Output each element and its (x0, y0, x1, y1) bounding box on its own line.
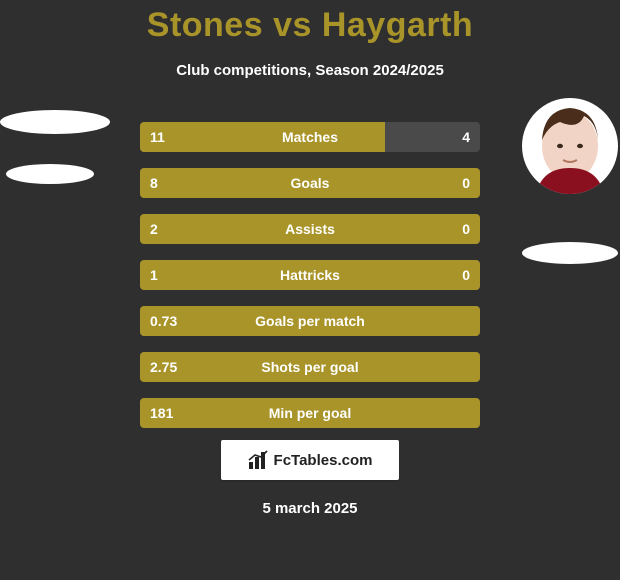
stat-row: 1Hattricks0 (140, 260, 480, 290)
footer-logo: FcTables.com (221, 440, 399, 480)
player-right (520, 98, 620, 264)
stat-right-value: 0 (452, 260, 480, 290)
player-right-shadow (522, 242, 618, 264)
stat-label: Hattricks (140, 260, 480, 290)
stat-label: Assists (140, 214, 480, 244)
bar-chart-icon (248, 450, 270, 470)
stat-label: Shots per goal (140, 352, 480, 382)
stat-right-value: 0 (452, 168, 480, 198)
stat-row: 0.73Goals per match (140, 306, 480, 336)
player-left-shadow-1 (0, 110, 110, 134)
page-title: Stones vs Haygarth (0, 6, 620, 45)
stat-row: 8Goals0 (140, 168, 480, 198)
page-subtitle: Club competitions, Season 2024/2025 (0, 62, 620, 79)
stat-right-value: 4 (452, 122, 480, 152)
footer-logo-text: FcTables.com (274, 452, 373, 469)
stat-right-value: 0 (452, 214, 480, 244)
face-icon (530, 102, 610, 194)
stat-row: 181Min per goal (140, 398, 480, 428)
stat-row: 2.75Shots per goal (140, 352, 480, 382)
stat-label: Goals (140, 168, 480, 198)
footer-date: 5 march 2025 (0, 500, 620, 517)
stat-row: 2Assists0 (140, 214, 480, 244)
player-left (0, 98, 100, 184)
stats-bars: 11Matches4 8Goals0 2Assists0 1Hattricks0 0.7… (140, 122, 480, 444)
stat-label: Matches (140, 122, 480, 152)
stat-label: Min per goal (140, 398, 480, 428)
stat-row: 11Matches4 (140, 122, 480, 152)
stat-label: Goals per match (140, 306, 480, 336)
player-right-avatar (522, 98, 618, 194)
player-left-shadow-2 (6, 164, 94, 184)
